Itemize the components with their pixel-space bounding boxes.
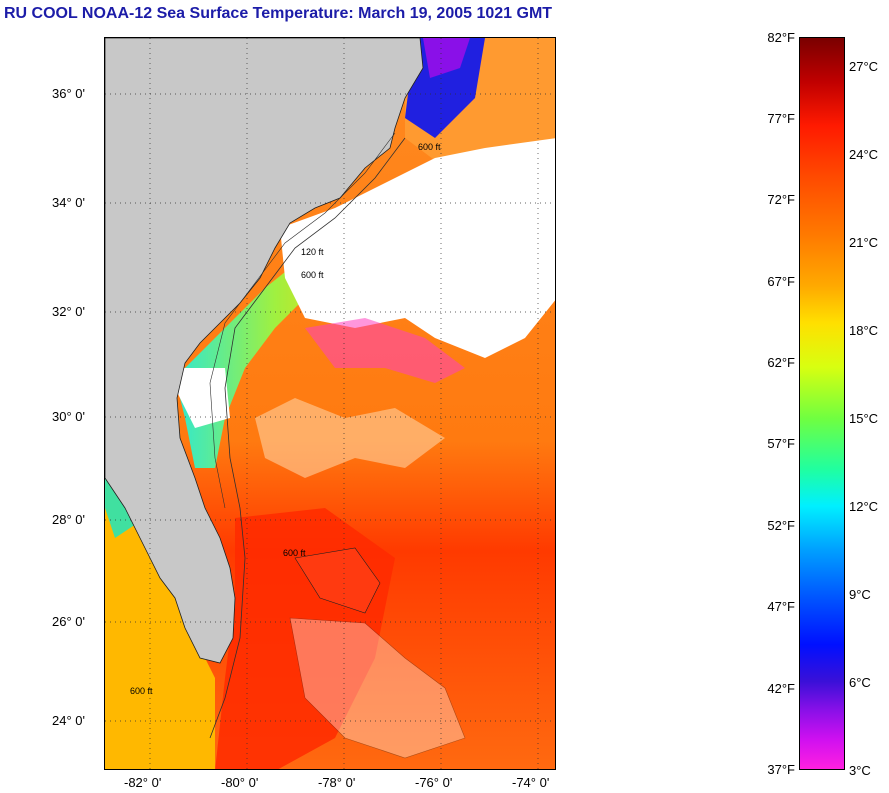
fahrenheit-label: 72°F <box>767 192 795 207</box>
isobath-120ft <box>209 132 396 509</box>
sst-map-graphic: 600 ft 120 ft 600 ft 600 ft 600 ft <box>105 38 555 769</box>
lat-label: 26° 0' <box>52 614 85 629</box>
very-cold-water <box>423 38 470 78</box>
contour-label: 600 ft <box>283 548 306 558</box>
celsius-label: 9°C <box>849 587 871 602</box>
isobath-600ft <box>209 137 406 739</box>
gulf-water <box>105 458 215 769</box>
celsius-label: 24°C <box>849 147 879 162</box>
fahrenheit-label: 82°F <box>767 30 795 45</box>
cloud-edge <box>305 318 465 383</box>
map-title: RU COOL NOAA-12 Sea Surface Temperature:… <box>4 5 553 22</box>
lon-label: -82° 0' <box>124 775 162 790</box>
lon-label: -76° 0' <box>415 775 453 790</box>
little-bahama-bank <box>294 547 381 614</box>
us-mainland <box>105 38 424 664</box>
lat-label: 36° 0' <box>52 86 85 101</box>
lat-label: 28° 0' <box>52 512 85 527</box>
celsius-label: 6°C <box>849 675 871 690</box>
fahrenheit-label: 57°F <box>767 436 795 451</box>
haze-area <box>255 398 445 478</box>
sst-map[interactable]: 600 ft 120 ft 600 ft 600 ft 600 ft <box>104 37 556 770</box>
fahrenheit-label: 42°F <box>767 681 795 696</box>
contour-label: 600 ft <box>130 686 153 696</box>
contour-label: 600 ft <box>301 270 324 280</box>
lon-label: -74° 0' <box>512 775 550 790</box>
lon-label: -78° 0' <box>318 775 356 790</box>
fahrenheit-label: 62°F <box>767 355 795 370</box>
cold-water-north <box>405 38 485 138</box>
fahrenheit-label: 67°F <box>767 274 795 289</box>
lat-label: 34° 0' <box>52 195 85 210</box>
celsius-label: 15°C <box>849 411 879 426</box>
lat-label: 30° 0' <box>52 409 85 424</box>
cloud-cover <box>280 138 555 358</box>
lon-label: -80° 0' <box>221 775 259 790</box>
fahrenheit-label: 52°F <box>767 518 795 533</box>
fahrenheit-label: 47°F <box>767 599 795 614</box>
temperature-colorbar <box>799 37 845 770</box>
celsius-label: 3°C <box>849 763 871 778</box>
celsius-label: 21°C <box>849 235 879 250</box>
celsius-label: 12°C <box>849 499 879 514</box>
celsius-label: 18°C <box>849 323 879 338</box>
celsius-label: 27°C <box>849 59 879 74</box>
lat-label: 24° 0' <box>52 713 85 728</box>
contour-label: 600 ft <box>418 142 441 152</box>
cloud-nearshore <box>165 368 230 428</box>
lat-label: 32° 0' <box>52 304 85 319</box>
contour-label: 120 ft <box>301 247 324 257</box>
fahrenheit-label: 37°F <box>767 762 795 777</box>
fahrenheit-label: 77°F <box>767 111 795 126</box>
great-bahama-bank <box>289 617 466 759</box>
